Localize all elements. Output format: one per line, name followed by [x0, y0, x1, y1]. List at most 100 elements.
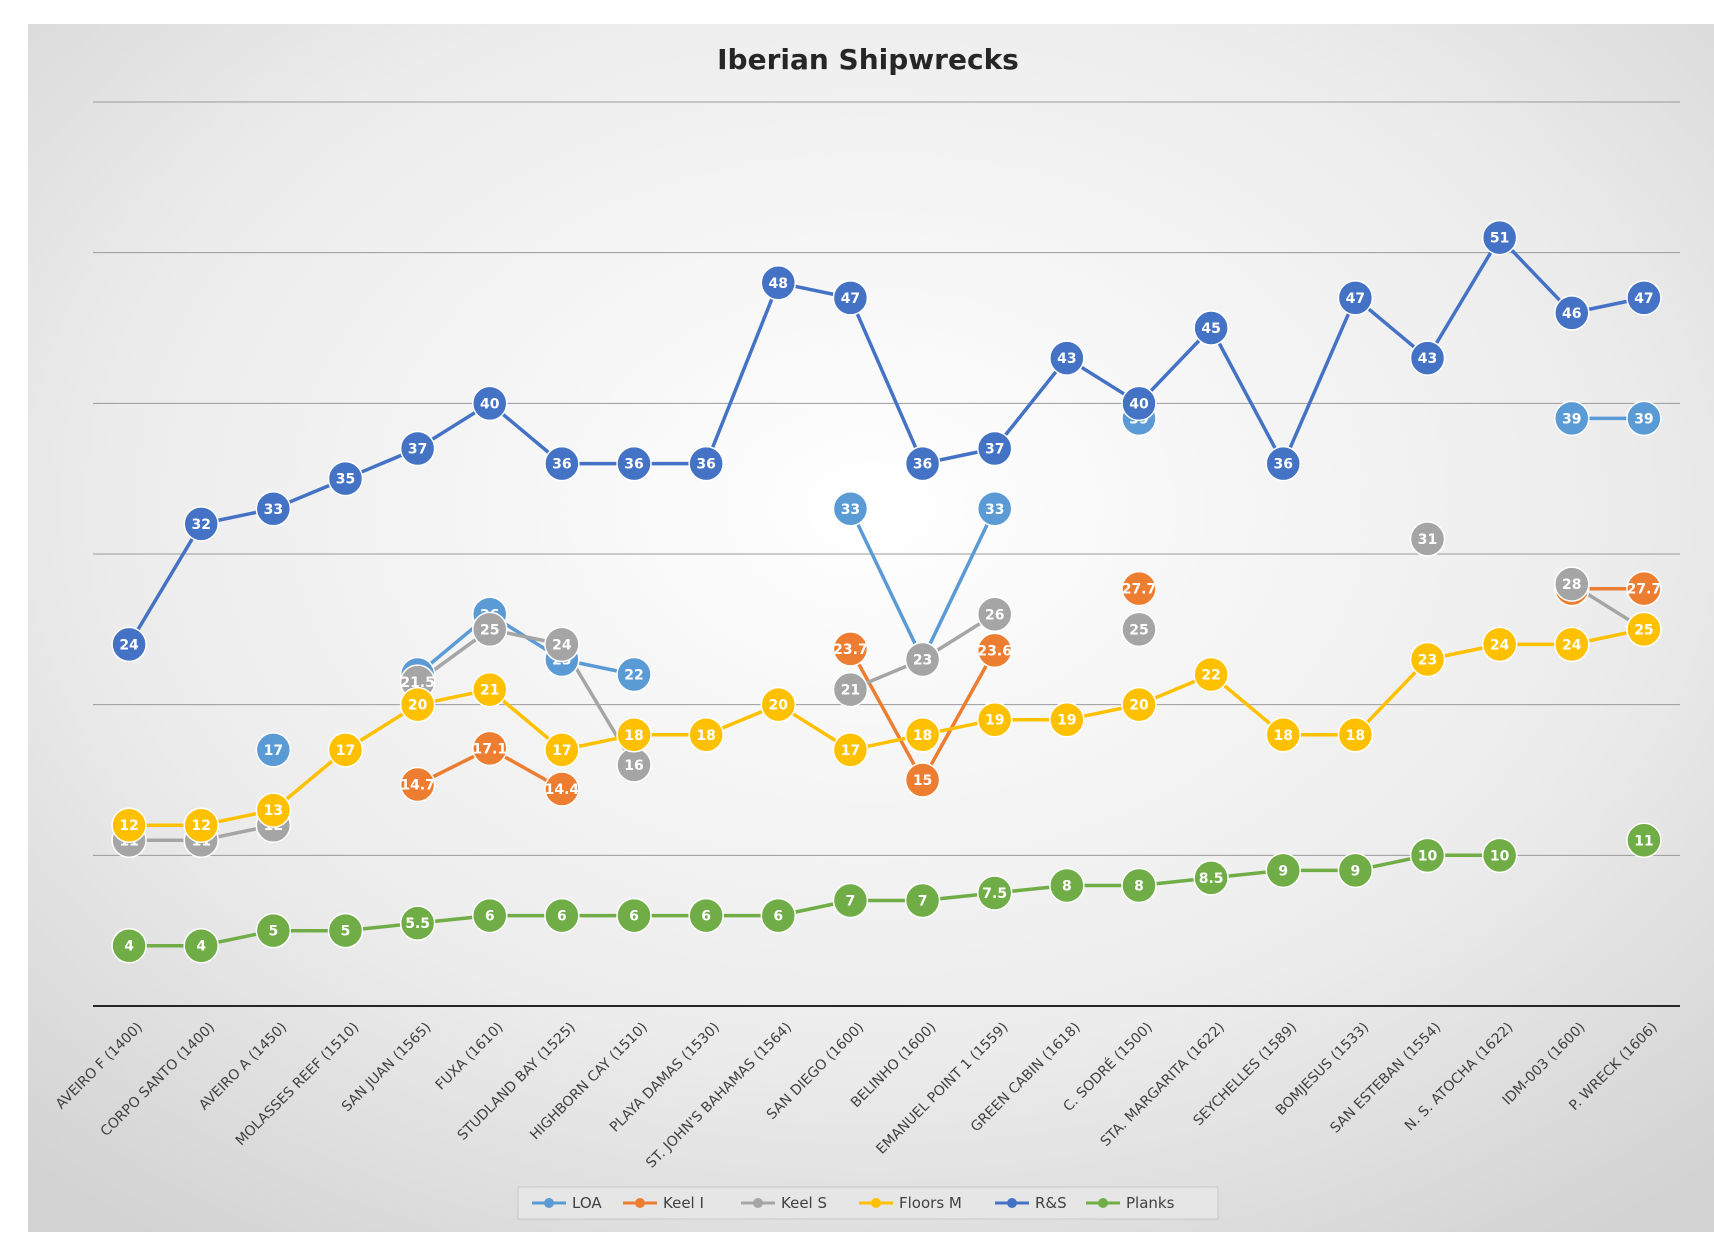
data-point[interactable] — [1193, 310, 1229, 346]
data-point[interactable] — [1337, 852, 1374, 889]
data-label: 16 — [624, 758, 643, 774]
legend-item[interactable]: Keel I — [623, 1194, 704, 1212]
data-point[interactable] — [1481, 626, 1518, 663]
data-point[interactable] — [255, 732, 292, 768]
data-point[interactable] — [255, 792, 292, 828]
data-label: 12 — [191, 818, 210, 834]
data-label: 45 — [1201, 321, 1220, 337]
data-point[interactable] — [904, 641, 941, 678]
legend-item[interactable]: Planks — [1086, 1194, 1175, 1212]
data-point[interactable] — [760, 265, 797, 301]
data-point[interactable] — [1337, 280, 1374, 316]
data-point[interactable] — [111, 807, 147, 843]
data-point[interactable] — [976, 430, 1013, 467]
data-point[interactable] — [1626, 570, 1662, 607]
data-point[interactable] — [1121, 867, 1157, 904]
data-point[interactable] — [1554, 295, 1590, 331]
data-point[interactable] — [832, 631, 869, 667]
data-point[interactable] — [327, 732, 364, 768]
data-point[interactable] — [183, 506, 219, 542]
data-point[interactable] — [1049, 867, 1085, 904]
data-point[interactable] — [1554, 566, 1590, 602]
data-point[interactable] — [1409, 340, 1446, 376]
data-point[interactable] — [904, 445, 941, 482]
data-point[interactable] — [832, 882, 869, 919]
data-point[interactable] — [1121, 611, 1157, 648]
data-point[interactable] — [111, 626, 147, 663]
data-point[interactable] — [399, 766, 436, 803]
legend-item[interactable]: Keel S — [741, 1194, 827, 1212]
data-point[interactable] — [399, 905, 436, 941]
data-point[interactable] — [616, 897, 652, 934]
data-point[interactable] — [399, 686, 436, 723]
data-point[interactable] — [1265, 852, 1301, 889]
data-point[interactable] — [1265, 445, 1301, 482]
data-point[interactable] — [832, 280, 869, 316]
data-point[interactable] — [688, 445, 724, 482]
data-point[interactable] — [976, 596, 1013, 633]
data-point[interactable] — [976, 632, 1013, 669]
data-point[interactable] — [183, 927, 219, 964]
data-point[interactable] — [472, 897, 508, 934]
data-point[interactable] — [760, 897, 797, 934]
data-point[interactable] — [1193, 656, 1229, 693]
data-point[interactable] — [1121, 570, 1157, 607]
data-point[interactable] — [544, 626, 580, 663]
data-point[interactable] — [1626, 400, 1662, 437]
data-point[interactable] — [976, 491, 1013, 527]
data-point[interactable] — [688, 717, 724, 753]
data-point[interactable] — [1554, 626, 1590, 663]
data-point[interactable] — [472, 611, 508, 648]
data-point[interactable] — [544, 732, 580, 768]
data-point[interactable] — [1409, 521, 1446, 557]
data-point[interactable] — [1049, 701, 1085, 738]
data-point[interactable] — [1626, 611, 1662, 648]
data-point[interactable] — [544, 897, 580, 934]
data-label: 39 — [1562, 411, 1581, 427]
legend-item[interactable]: R&S — [995, 1194, 1067, 1212]
data-point[interactable] — [255, 491, 292, 527]
data-point[interactable] — [544, 445, 580, 482]
data-point[interactable] — [255, 912, 292, 949]
data-point[interactable] — [1554, 400, 1590, 437]
data-point[interactable] — [616, 445, 652, 482]
data-point[interactable] — [1481, 837, 1518, 874]
data-point[interactable] — [327, 912, 364, 949]
data-point[interactable] — [399, 430, 436, 467]
data-point[interactable] — [1337, 717, 1374, 753]
data-point[interactable] — [1193, 860, 1229, 896]
data-point[interactable] — [976, 701, 1013, 738]
data-point[interactable] — [904, 762, 941, 798]
data-point[interactable] — [1049, 340, 1085, 376]
legend-item[interactable]: Floors M — [859, 1194, 962, 1212]
data-point[interactable] — [111, 927, 147, 964]
data-point[interactable] — [760, 686, 797, 723]
data-label: 43 — [1057, 351, 1076, 367]
data-point[interactable] — [472, 730, 508, 767]
data-label: 17 — [336, 743, 355, 759]
data-point[interactable] — [327, 460, 364, 497]
legend[interactable]: LOA Keel I Keel S Floors M R&S Planks — [517, 1186, 1219, 1220]
data-point[interactable] — [1626, 280, 1662, 316]
data-point[interactable] — [616, 717, 652, 753]
data-point[interactable] — [1409, 837, 1446, 874]
data-point[interactable] — [832, 671, 869, 708]
data-point[interactable] — [1265, 717, 1301, 753]
data-point[interactable] — [1409, 641, 1446, 678]
data-point[interactable] — [832, 491, 869, 527]
data-point[interactable] — [904, 882, 941, 919]
data-point[interactable] — [1626, 822, 1662, 859]
data-point[interactable] — [1481, 219, 1518, 256]
data-point[interactable] — [832, 732, 869, 768]
data-point[interactable] — [1121, 385, 1157, 422]
data-point[interactable] — [1121, 686, 1157, 723]
data-point[interactable] — [472, 671, 508, 708]
data-point[interactable] — [472, 385, 508, 422]
data-point[interactable] — [976, 875, 1013, 911]
data-point[interactable] — [544, 771, 580, 807]
legend-item[interactable]: LOA — [532, 1194, 602, 1212]
data-point[interactable] — [183, 807, 219, 843]
data-point[interactable] — [688, 897, 724, 934]
data-point[interactable] — [904, 717, 941, 753]
data-point[interactable] — [616, 656, 652, 693]
